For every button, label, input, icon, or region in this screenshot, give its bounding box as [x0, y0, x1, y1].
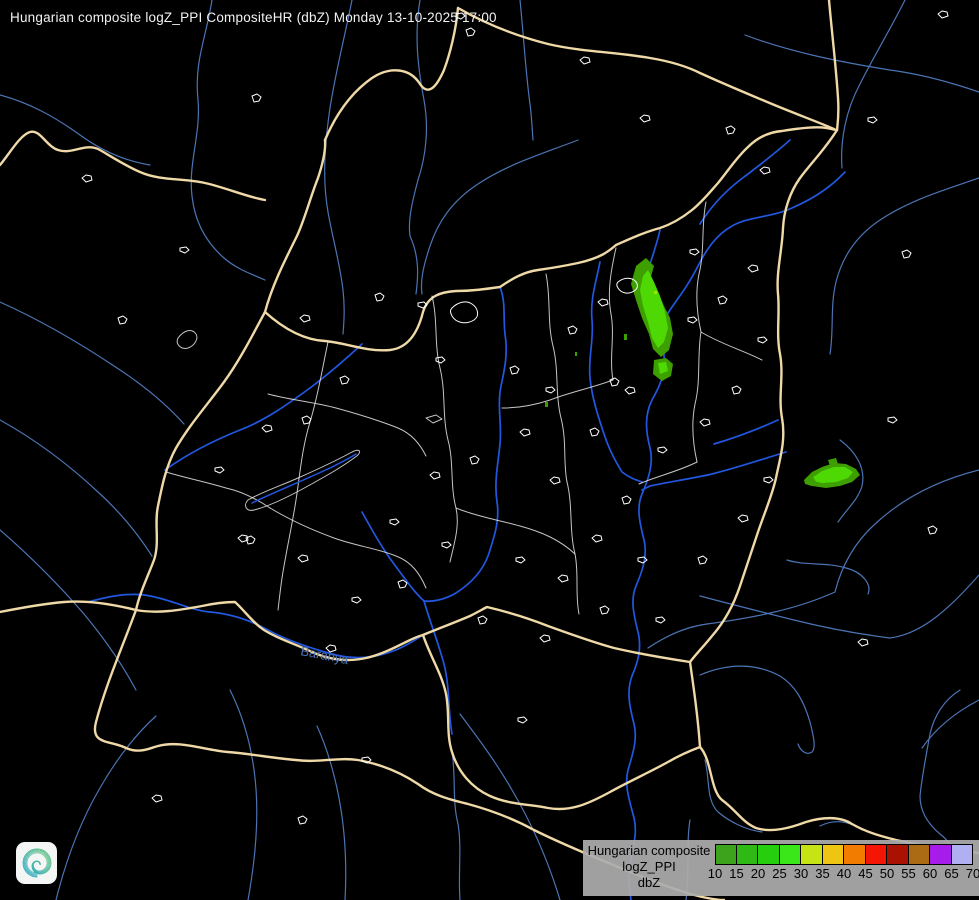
budapest-outline — [450, 301, 479, 324]
legend-panel: Hungarian composite logZ_PPI dbZ 10 15 20 2… — [583, 840, 979, 896]
legend-tick-label: 60 — [922, 866, 938, 881]
legend-swatch — [887, 844, 909, 865]
lake-balaton-waterline — [251, 453, 357, 504]
legend-swatch — [951, 844, 973, 865]
county-borders — [165, 201, 763, 615]
legend-swatch — [908, 844, 930, 865]
radar-echoes — [545, 258, 860, 488]
legend-tick-label: 45 — [858, 866, 873, 881]
city-outlines — [81, 10, 949, 825]
legend-tick-label: 20 — [750, 866, 766, 881]
legend-swatches — [715, 844, 973, 865]
legend-unit: dbZ — [637, 875, 661, 890]
legend-product-name: Hungarian composite — [587, 843, 711, 858]
region-label: Baranya — [299, 643, 350, 667]
legend-swatch — [758, 844, 780, 865]
legend-swatch — [865, 844, 887, 865]
legend-tick-label: 15 — [729, 866, 744, 881]
legend-tick-label: 30 — [793, 866, 809, 881]
legend-text-block: Hungarian composite logZ_PPI dbZ — [583, 843, 715, 891]
legend-tick-label: 65 — [944, 866, 959, 881]
spiral-logo-icon — [22, 848, 51, 878]
major-rivers — [87, 139, 846, 900]
legend-tick-label: 25 — [772, 866, 787, 881]
legend-tick-label: 50 — [879, 866, 895, 881]
legend-tick-label: 35 — [815, 866, 830, 881]
legend-tick-label: 55 — [901, 866, 916, 881]
legend-swatch — [801, 844, 823, 865]
legend-swatch — [930, 844, 952, 865]
legend-tick-label: 10 — [707, 866, 723, 881]
legend-swatch — [779, 844, 801, 865]
legend-tick-label: 40 — [836, 866, 852, 881]
legend-swatch — [822, 844, 844, 865]
legend-swatch — [736, 844, 758, 865]
legend-ticks: 10 15 20 25 30 35 40 45 50 55 60 65 70 — [708, 866, 979, 882]
legend-product-type: logZ_PPI — [622, 859, 676, 874]
miskolc-outline — [616, 277, 638, 294]
legend-swatch — [844, 844, 866, 865]
legend-swatch — [715, 844, 737, 865]
map-title: Hungarian composite logZ_PPI CompositeHR… — [10, 10, 497, 25]
hungaromet-logo — [16, 842, 57, 884]
legend-tick-label: 70 — [965, 866, 979, 881]
